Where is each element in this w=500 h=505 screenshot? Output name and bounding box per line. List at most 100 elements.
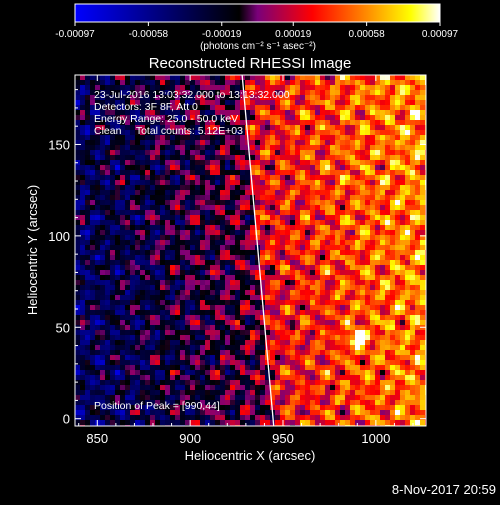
heatmap-cell bbox=[380, 360, 385, 365]
heatmap-cell bbox=[340, 110, 345, 115]
heatmap-cell bbox=[275, 315, 280, 320]
heatmap-cell bbox=[305, 145, 310, 150]
heatmap-cell bbox=[405, 380, 410, 385]
heatmap-cell bbox=[120, 280, 125, 285]
heatmap-cell bbox=[275, 140, 280, 145]
colorbar-tick-label: 0.00019 bbox=[275, 29, 312, 40]
heatmap-cell bbox=[405, 305, 410, 310]
heatmap-cell bbox=[120, 290, 125, 295]
heatmap-cell bbox=[205, 380, 210, 385]
heatmap-cell bbox=[340, 195, 345, 200]
heatmap-cell bbox=[165, 380, 170, 385]
heatmap-cell bbox=[280, 405, 285, 410]
heatmap-cell bbox=[260, 365, 265, 370]
heatmap-cell bbox=[130, 150, 135, 155]
heatmap-cell bbox=[205, 215, 210, 220]
heatmap-cell bbox=[245, 165, 250, 170]
heatmap-cell bbox=[115, 230, 120, 235]
heatmap-cell bbox=[405, 75, 410, 80]
heatmap-cell bbox=[320, 140, 325, 145]
heatmap-cell bbox=[345, 220, 350, 225]
heatmap-cell bbox=[340, 85, 345, 90]
heatmap-cell bbox=[395, 105, 400, 110]
heatmap-cell bbox=[190, 360, 195, 365]
heatmap-cell bbox=[80, 295, 85, 300]
heatmap-cell bbox=[125, 225, 130, 230]
heatmap-cell bbox=[250, 135, 255, 140]
heatmap-cell bbox=[200, 365, 205, 370]
heatmap-cell bbox=[145, 295, 150, 300]
heatmap-cell bbox=[150, 335, 155, 340]
heatmap-cell bbox=[220, 340, 225, 345]
heatmap-cell bbox=[355, 390, 360, 395]
heatmap-cell bbox=[315, 380, 320, 385]
heatmap-cell bbox=[305, 125, 310, 130]
heatmap-cell bbox=[120, 175, 125, 180]
heatmap-cell bbox=[285, 345, 290, 350]
heatmap-cell bbox=[135, 230, 140, 235]
heatmap-cell bbox=[125, 360, 130, 365]
heatmap-cell bbox=[140, 335, 145, 340]
heatmap-cell bbox=[395, 290, 400, 295]
heatmap-cell bbox=[400, 150, 405, 155]
heatmap-cell bbox=[300, 240, 305, 245]
heatmap-cell bbox=[285, 270, 290, 275]
heatmap-cell bbox=[180, 190, 185, 195]
heatmap-cell bbox=[400, 285, 405, 290]
heatmap-cell bbox=[115, 215, 120, 220]
colorbar-tick-label: 0.00097 bbox=[422, 29, 459, 40]
heatmap-cell bbox=[240, 250, 245, 255]
heatmap-cell bbox=[80, 265, 85, 270]
heatmap-cell bbox=[85, 420, 90, 425]
heatmap-cell bbox=[365, 105, 370, 110]
heatmap-cell bbox=[235, 175, 240, 180]
heatmap-cell bbox=[340, 360, 345, 365]
heatmap-cell bbox=[95, 290, 100, 295]
heatmap-cell bbox=[420, 195, 425, 200]
heatmap-cell bbox=[75, 310, 80, 315]
heatmap-cell bbox=[345, 265, 350, 270]
heatmap-cell bbox=[265, 210, 270, 215]
heatmap-cell bbox=[220, 355, 225, 360]
heatmap-cell bbox=[100, 195, 105, 200]
heatmap-cell bbox=[100, 80, 105, 85]
heatmap-cell bbox=[255, 160, 260, 165]
heatmap-cell bbox=[290, 300, 295, 305]
heatmap-cell bbox=[215, 80, 220, 85]
heatmap-cell bbox=[85, 80, 90, 85]
heatmap-cell bbox=[375, 355, 380, 360]
heatmap-cell bbox=[400, 135, 405, 140]
heatmap-cell bbox=[105, 190, 110, 195]
heatmap-cell bbox=[115, 415, 120, 420]
heatmap-cell bbox=[175, 345, 180, 350]
heatmap-cell bbox=[135, 155, 140, 160]
heatmap-cell bbox=[200, 330, 205, 335]
heatmap-cell bbox=[155, 225, 160, 230]
heatmap-cell bbox=[105, 175, 110, 180]
heatmap-cell bbox=[335, 305, 340, 310]
heatmap-cell bbox=[255, 280, 260, 285]
heatmap-cell bbox=[275, 275, 280, 280]
heatmap-cell bbox=[185, 360, 190, 365]
heatmap-cell bbox=[365, 265, 370, 270]
heatmap-cell bbox=[75, 420, 80, 425]
heatmap-cell bbox=[365, 145, 370, 150]
heatmap-cell bbox=[405, 385, 410, 390]
heatmap-cell bbox=[160, 250, 165, 255]
heatmap-cell bbox=[420, 350, 425, 355]
heatmap-cell bbox=[305, 110, 310, 115]
heatmap-cell bbox=[420, 95, 425, 100]
heatmap-cell bbox=[245, 260, 250, 265]
heatmap-cell bbox=[395, 100, 400, 105]
heatmap-cell bbox=[155, 320, 160, 325]
heatmap-cell bbox=[260, 340, 265, 345]
heatmap-cell bbox=[350, 245, 355, 250]
heatmap-cell bbox=[355, 145, 360, 150]
heatmap-cell bbox=[205, 200, 210, 205]
heatmap-cell bbox=[370, 115, 375, 120]
heatmap-cell bbox=[80, 255, 85, 260]
heatmap-cell bbox=[80, 340, 85, 345]
heatmap-cell bbox=[240, 420, 245, 425]
heatmap-cell bbox=[355, 100, 360, 105]
heatmap-cell bbox=[200, 310, 205, 315]
